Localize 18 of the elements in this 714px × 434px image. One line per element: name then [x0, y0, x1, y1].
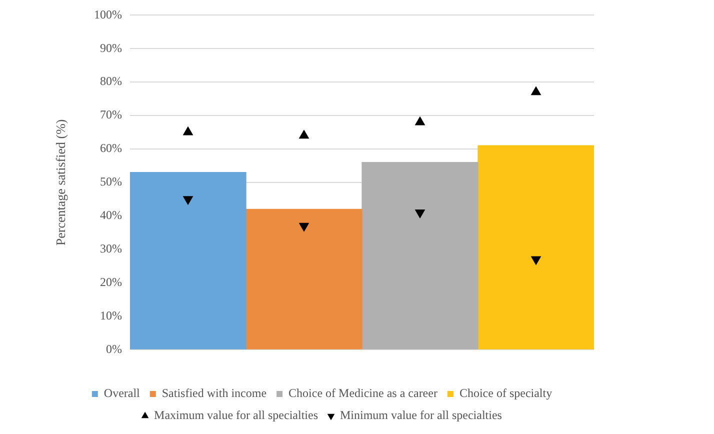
legend-label: Choice of specialty [459, 386, 552, 400]
y-tick-label: 70% [100, 108, 122, 122]
legend-label: Maximum value for all specialties [154, 408, 318, 422]
y-tick-label: 20% [100, 274, 122, 289]
legend-label: Choice of Medicine as a career [288, 386, 438, 400]
y-tick-label: 60% [100, 141, 122, 156]
y-tick-label: 0% [106, 342, 122, 356]
legend-label: Satisfied with income [162, 386, 267, 400]
y-tick-label: 40% [100, 208, 122, 222]
y-tick-label: 80% [100, 74, 122, 88]
legend-label: Overall [104, 386, 141, 400]
y-tick-label: 50% [100, 174, 122, 189]
y-tick-label: 100% [94, 7, 122, 22]
y-tick-label: 30% [100, 241, 122, 256]
y-tick-label: 10% [100, 308, 122, 322]
y-tick-label: 90% [100, 40, 122, 55]
y-axis-title: Percentage satisfied (%) [53, 119, 68, 246]
legend-label: Minimum value for all specialties [340, 408, 502, 422]
